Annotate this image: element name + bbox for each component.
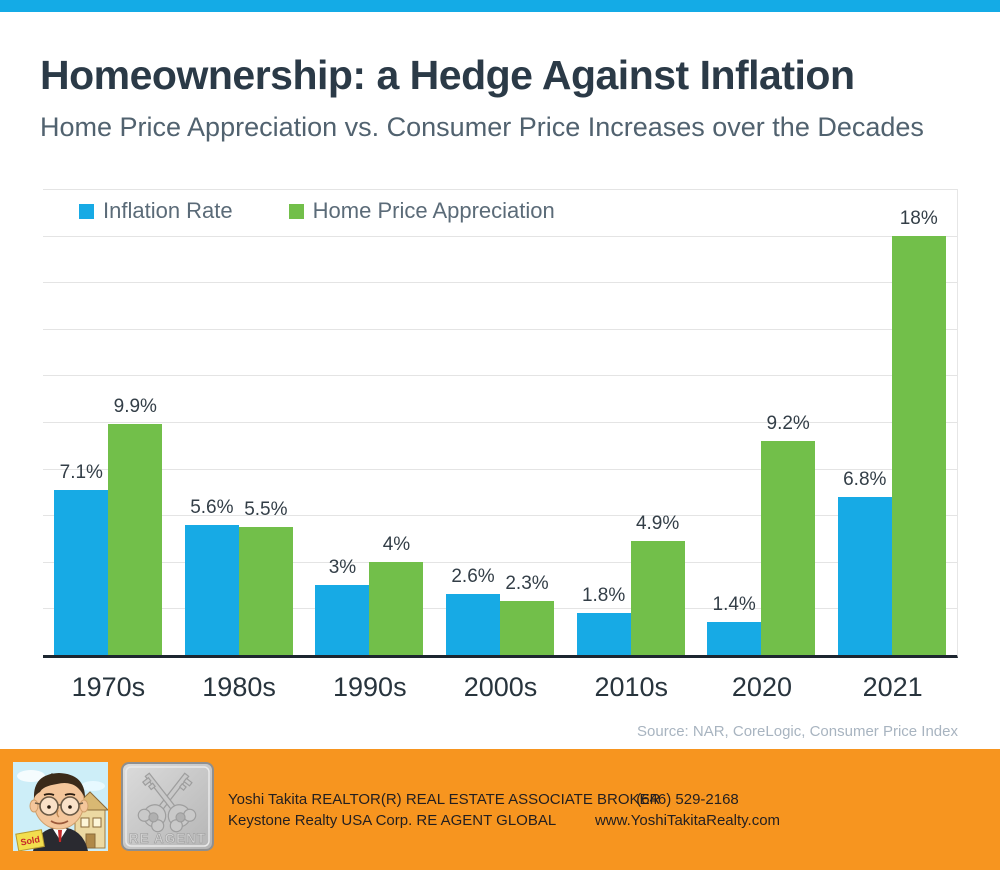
x-axis-label: 1970s <box>71 672 146 702</box>
gridline <box>43 189 957 190</box>
bar: 2.6% <box>446 566 501 655</box>
x-axis-label: 2021 <box>862 672 923 702</box>
gridline <box>43 235 957 237</box>
bar-chart: Inflation Rate Home Price Appreciation 7.… <box>43 189 958 703</box>
bar: 4.9% <box>630 513 685 655</box>
logo-text: RE AGENT <box>129 831 206 846</box>
bar-group: 6.8% 18% <box>826 189 957 655</box>
gridline <box>43 375 957 377</box>
agent-contact: (646) 529-2168 www.YoshiTakitaRealty.com <box>595 789 780 831</box>
bar: 18% <box>891 208 946 655</box>
bar-value-label: 5.5% <box>244 498 288 520</box>
bar-value-label: 7.1% <box>59 461 103 483</box>
legend-item: Inflation Rate <box>79 198 233 224</box>
x-axis-label: 2010s <box>594 672 669 702</box>
sold-sign: Sold <box>15 829 45 852</box>
agent-info: Yoshi Takita REALTOR(R) REAL ESTATE ASSO… <box>228 789 660 831</box>
top-accent-bar <box>0 0 1000 12</box>
source-text: Source: NAR, CoreLogic, Consumer Price I… <box>637 723 958 740</box>
bar: 1.8% <box>576 585 631 655</box>
legend-swatch-icon <box>288 203 304 219</box>
x-axis-label: 2020 <box>731 672 792 702</box>
bar-groups: 7.1% 9.9% 5.6% 5.5% 3% 4% 2.6% 2.3% 1.8% 4.9% 1.4%… <box>43 189 957 655</box>
gridline <box>43 328 957 330</box>
gridline <box>43 561 957 563</box>
header: Homeownership: a Hedge Against Inflation… <box>0 12 1000 143</box>
sold-sign-text: Sold <box>20 834 41 847</box>
bar: 7.1% <box>54 462 109 655</box>
re-agent-logo: RE AGENT <box>121 762 214 851</box>
agent-name-line: Yoshi Takita REALTOR(R) REAL ESTATE ASSO… <box>228 791 661 808</box>
bar-value-label: 3% <box>328 557 357 579</box>
bar-value-label: 2.3% <box>505 573 549 595</box>
x-axis-label: 2000s <box>463 672 538 702</box>
page-title: Homeownership: a Hedge Against Inflation <box>40 52 855 98</box>
x-axis-label: 1980s <box>202 672 276 702</box>
source-row: Source: NAR, CoreLogic, Consumer Price I… <box>0 723 958 741</box>
legend-label: Inflation Rate <box>103 198 233 223</box>
realtor-caricature-avatar: Sold <box>13 762 110 852</box>
bar-value-label: 9.2% <box>766 412 810 434</box>
bar: 1.4% <box>707 594 762 655</box>
bar-value-label: 18% <box>899 207 938 229</box>
bar-group: 3% 4% <box>304 189 435 655</box>
bar-value-label: 4% <box>382 533 411 555</box>
bar-group: 1.8% 4.9% <box>565 189 696 655</box>
bar: 9.2% <box>761 413 816 655</box>
bar: 4% <box>369 534 424 655</box>
x-axis-labels: 1970s 1980s 1990s 2000s 2010s 2020 2021 <box>43 672 958 703</box>
agent-company-line: Keystone Realty USA Corp. RE AGENT GLOBA… <box>228 812 557 829</box>
legend-item: Home Price Appreciation <box>288 198 555 224</box>
bar: 9.9% <box>108 396 163 655</box>
bar-group: 2.6% 2.3% <box>435 189 566 655</box>
bar-group: 1.4% 9.2% <box>696 189 827 655</box>
legend-label: Home Price Appreciation <box>312 198 555 223</box>
bar-value-label: 2.6% <box>451 566 495 588</box>
x-axis-label: 1990s <box>333 672 407 702</box>
bar-value-label: 5.6% <box>190 496 234 518</box>
bar-group: 5.6% 5.5% <box>174 189 305 655</box>
page-subtitle: Home Price Appreciation vs. Consumer Pri… <box>40 112 924 142</box>
gridline <box>43 515 957 517</box>
footer-banner: Sold <box>0 749 1000 870</box>
agent-phone: (646) 529-2168 <box>636 791 739 808</box>
plot-area: Inflation Rate Home Price Appreciation 7.… <box>43 189 958 658</box>
bar: 3% <box>315 557 370 655</box>
bar-value-label: 1.8% <box>581 585 626 607</box>
bar: 5.6% <box>184 497 239 655</box>
bar: 2.3% <box>500 573 555 655</box>
gridline <box>43 422 957 423</box>
gridline <box>43 468 957 470</box>
bar-value-label: 6.8% <box>843 468 887 490</box>
bar: 5.5% <box>238 499 293 655</box>
crossed-keys-icon: RE AGENT <box>121 762 214 851</box>
bar-group: 7.1% 9.9% <box>43 189 174 655</box>
bar-value-label: 1.4% <box>712 594 756 616</box>
bar-value-label: 4.9% <box>635 512 680 534</box>
legend-swatch-icon <box>79 203 94 219</box>
bar-value-label: 9.9% <box>113 396 157 418</box>
chart-legend: Inflation Rate Home Price Appreciation <box>79 198 555 224</box>
agent-website: www.YoshiTakitaRealty.com <box>594 812 781 829</box>
bar: 6.8% <box>837 469 892 655</box>
avatar-illustration: Sold <box>13 762 110 852</box>
gridline <box>43 282 957 284</box>
